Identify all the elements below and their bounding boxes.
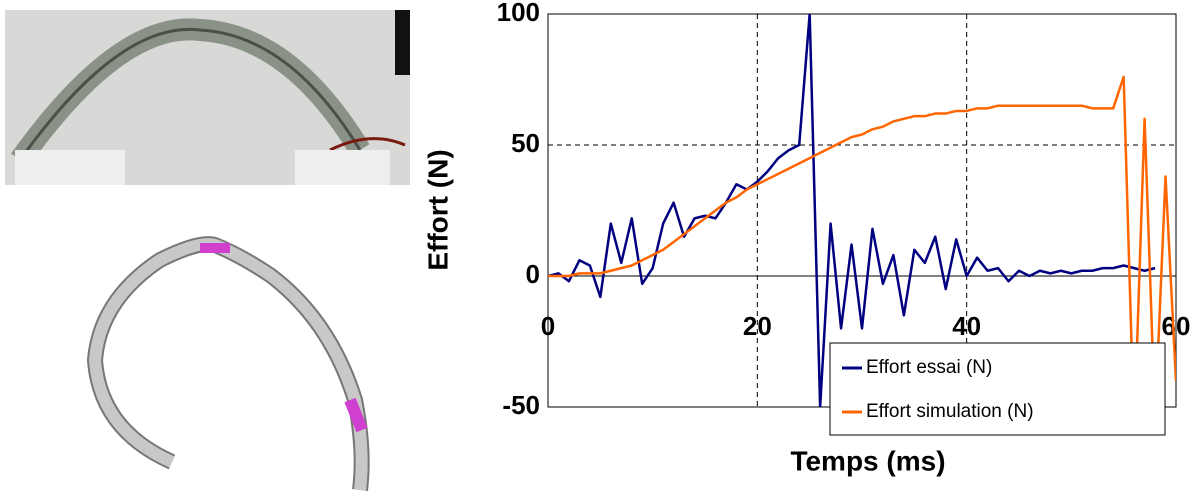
data-line bbox=[548, 14, 1156, 407]
x-tick-label: 60 bbox=[1162, 311, 1191, 341]
y-tick-label: 100 bbox=[497, 0, 540, 27]
legend-label: Effort essai (N) bbox=[866, 357, 992, 378]
y-tick-label: -50 bbox=[502, 390, 540, 420]
y-axis-title: Effort (N) bbox=[422, 149, 453, 270]
mesh-model bbox=[86, 236, 370, 491]
x-tick-label: 0 bbox=[541, 311, 555, 341]
x-axis-title: Temps (ms) bbox=[790, 445, 945, 476]
legend-label: Effort simulation (N) bbox=[866, 401, 1034, 422]
photo bbox=[5, 10, 410, 185]
y-tick-label: 50 bbox=[511, 128, 540, 158]
data-line bbox=[548, 75, 1176, 407]
y-tick-label: 0 bbox=[526, 259, 540, 289]
legend-box bbox=[829, 342, 1166, 436]
plot-lines bbox=[548, 14, 1176, 407]
plot-area bbox=[547, 13, 1177, 408]
